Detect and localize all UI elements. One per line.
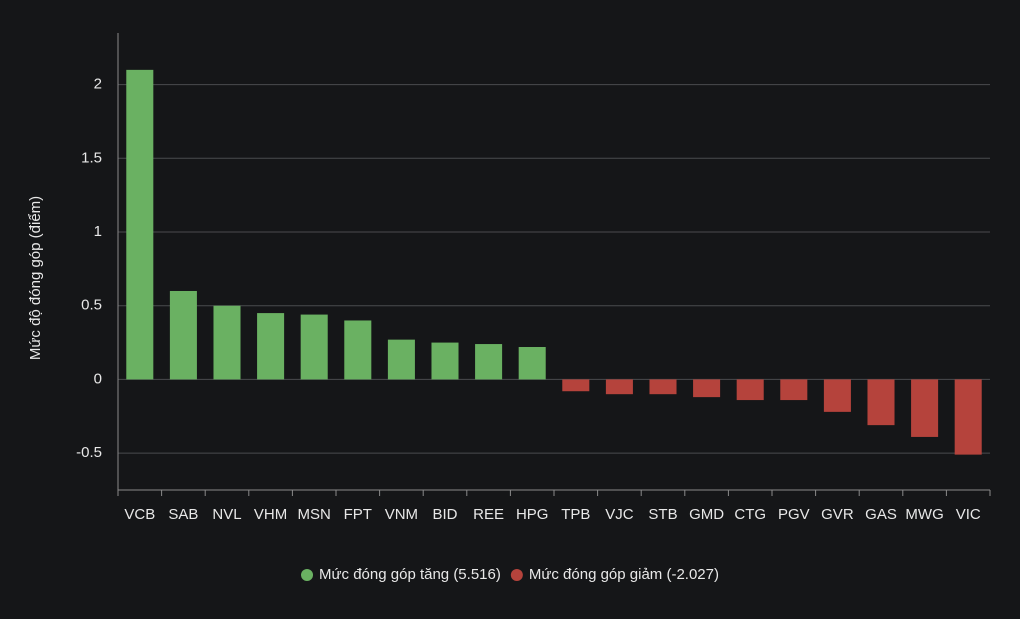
bar — [911, 379, 939, 437]
bar — [954, 379, 982, 455]
x-tick-label: CTG — [734, 506, 766, 523]
bar — [387, 339, 415, 380]
bar — [823, 379, 851, 412]
x-tick-label: HPG — [516, 506, 549, 523]
x-tick-label: VJC — [605, 506, 634, 523]
y-tick-label: 0.5 — [81, 297, 102, 314]
x-tick-label: VIC — [956, 506, 981, 523]
bar — [475, 344, 503, 380]
bar — [213, 305, 241, 380]
bar — [169, 290, 197, 380]
bar — [300, 314, 328, 380]
y-tick-label: -0.5 — [76, 444, 102, 461]
x-tick-label: SAB — [168, 506, 198, 523]
bar — [431, 342, 459, 380]
x-tick-label: VCB — [124, 506, 155, 523]
bar — [867, 379, 895, 426]
x-tick-label: GMD — [689, 506, 724, 523]
legend-marker — [510, 569, 523, 581]
legend-label: Mức đóng góp tăng (5.516) — [319, 566, 501, 583]
x-tick-label: GAS — [865, 506, 897, 523]
bar — [693, 379, 721, 398]
x-tick-label: GVR — [821, 506, 854, 523]
x-tick-label: VHM — [254, 506, 287, 523]
bar — [649, 379, 677, 395]
bar — [736, 379, 764, 401]
x-tick-label: MSN — [298, 506, 331, 523]
bar — [780, 379, 808, 401]
bar — [518, 347, 546, 380]
y-axis-label: Mức độ đóng góp (điểm) — [27, 196, 44, 360]
x-tick-label: FPT — [344, 506, 372, 523]
x-tick-label: MWG — [905, 506, 943, 523]
x-tick-label: REE — [473, 506, 504, 523]
x-tick-label: VNM — [385, 506, 418, 523]
y-tick-label: 2 — [94, 76, 102, 93]
x-tick-label: STB — [648, 506, 677, 523]
y-tick-label: 0 — [94, 370, 102, 387]
bar — [257, 313, 285, 380]
bar — [562, 379, 590, 392]
bar — [605, 379, 633, 395]
y-tick-label: 1.5 — [81, 149, 102, 166]
x-tick-label: PGV — [778, 506, 810, 523]
bar — [344, 320, 372, 380]
legend-label: Mức đóng góp giảm (-2.027) — [529, 566, 719, 583]
y-tick-label: 1 — [94, 223, 102, 240]
x-tick-label: BID — [432, 506, 457, 523]
bar — [126, 69, 154, 380]
x-tick-label: TPB — [561, 506, 590, 523]
legend-marker — [301, 569, 314, 581]
x-tick-label: NVL — [212, 506, 241, 523]
